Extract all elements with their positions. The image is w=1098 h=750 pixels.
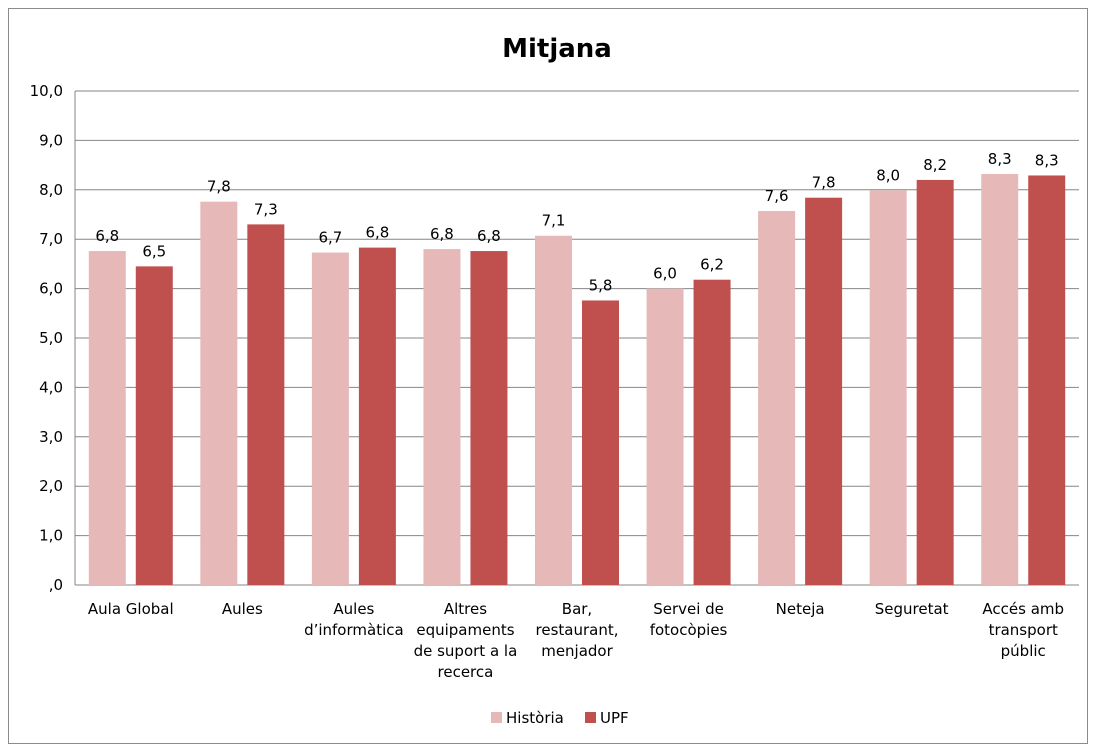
- y-tick-label: 3,0: [39, 428, 63, 446]
- category-label-line: d’informàtica: [304, 621, 404, 639]
- bar-upf: [805, 197, 843, 586]
- data-label: 7,6: [765, 187, 789, 205]
- category-label-line: recerca: [438, 663, 494, 681]
- category-label-line: fotocòpies: [650, 621, 728, 639]
- data-label: 6,7: [318, 229, 342, 247]
- bar-upf: [1028, 175, 1066, 585]
- bar-upf: [916, 179, 954, 586]
- y-tick-label: 5,0: [39, 329, 63, 347]
- legend-swatch: [585, 712, 596, 723]
- y-tick-label: 9,0: [39, 131, 63, 149]
- category-label: Aula Global: [88, 600, 174, 618]
- data-label: 6,0: [653, 265, 677, 283]
- data-label: 7,8: [207, 178, 231, 196]
- bar-upf: [135, 266, 173, 585]
- category-label-line: Bar,: [562, 600, 592, 618]
- data-label: 7,1: [542, 212, 566, 230]
- category-label: Altres equipaments de suport a la recerca: [414, 600, 518, 681]
- data-label: 6,5: [142, 242, 166, 260]
- chart-title: Mitjana: [502, 34, 612, 64]
- category-label-line: Accés amb: [982, 600, 1064, 618]
- bar-historia: [88, 251, 126, 585]
- data-label: 6,8: [365, 224, 389, 242]
- bar-historia: [981, 173, 1019, 585]
- bar-upf: [693, 279, 731, 585]
- category-label: Servei de fotocòpies: [650, 600, 728, 639]
- data-label: 7,3: [254, 200, 278, 218]
- category-label-line: Seguretat: [875, 600, 949, 618]
- data-label: 6,8: [477, 227, 501, 245]
- bar-upf: [470, 251, 508, 585]
- y-tick-label: 1,0: [39, 527, 63, 545]
- category-label-line: Aules: [222, 600, 263, 618]
- category-label: Seguretat: [875, 600, 949, 618]
- data-label: 8,3: [1035, 151, 1059, 169]
- y-tick-label: 8,0: [39, 181, 63, 199]
- y-tick-label: 10,0: [30, 82, 63, 100]
- category-label-line: restaurant,: [536, 621, 619, 639]
- data-label: 6,8: [95, 227, 119, 245]
- bar-historia: [200, 201, 238, 585]
- category-label: Aules: [222, 600, 263, 618]
- y-tick-label: ,0: [49, 576, 63, 594]
- category-label-line: Aula Global: [88, 600, 174, 618]
- bars: [88, 173, 1066, 586]
- y-tick-label: 7,0: [39, 230, 63, 248]
- bar-historia: [869, 190, 907, 585]
- bar-upf: [582, 300, 619, 585]
- bar-upf: [358, 247, 396, 585]
- category-label-line: Altres: [444, 600, 487, 618]
- category-label-line: Aules: [333, 600, 374, 618]
- data-label: 7,8: [812, 174, 836, 192]
- y-tick-label: 4,0: [39, 378, 63, 396]
- category-label-line: transport: [989, 621, 1058, 639]
- legend-swatch: [491, 712, 502, 723]
- chart-frame: Mitjana 10,0 9,0 8,0 7,0 6,0 5,0 4,0 3,0 2,0 1,0,…: [8, 8, 1088, 744]
- y-tick-label: 2,0: [39, 477, 63, 495]
- bar-historia: [535, 235, 572, 585]
- bar-historia: [646, 288, 684, 585]
- bar-chart: Mitjana 10,0 9,0 8,0 7,0 6,0 5,0 4,0 3,0 2,0 1,0,…: [30, 34, 1079, 727]
- bar-upf: [247, 224, 285, 585]
- category-label-line: públic: [1001, 642, 1046, 660]
- data-label: 8,2: [923, 156, 947, 174]
- y-tick-label: 6,0: [39, 280, 63, 298]
- legend: Història UPF: [491, 709, 629, 727]
- bar-historia: [423, 249, 461, 585]
- category-label-line: equipaments: [416, 621, 514, 639]
- legend-label: Història: [506, 709, 564, 727]
- category-label-line: menjador: [541, 642, 613, 660]
- gridlines: [74, 90, 1079, 586]
- y-axis-tick-labels: 10,0 9,0 8,0 7,0 6,0 5,0 4,0 3,0 2,0 1,0 ,0: [30, 82, 63, 594]
- category-label: Neteja: [776, 600, 825, 618]
- category-label-line: de suport a la: [414, 642, 518, 660]
- data-label: 5,8: [589, 276, 613, 294]
- data-label: 6,8: [430, 225, 454, 243]
- x-axis-category-labels: Aula Global Aules Aules d’informàtica Altres…: [88, 600, 1064, 681]
- bar-historia: [311, 252, 349, 585]
- category-label: Aules d’informàtica: [304, 600, 404, 639]
- category-label-line: Neteja: [776, 600, 825, 618]
- data-labels: 6,8 6,5 7,8 7,3 6,7 6,8 6,8 6,8 7,1 5,8 6,0 6,2 7,6 7…: [95, 150, 1058, 294]
- data-label: 6,2: [700, 256, 724, 274]
- bar-historia: [758, 211, 796, 586]
- category-label: Accés amb transport públic: [982, 600, 1064, 660]
- legend-label: UPF: [600, 709, 629, 727]
- category-label: Bar, restaurant, menjador: [536, 600, 619, 660]
- category-label-line: Servei de: [653, 600, 724, 618]
- data-label: 8,3: [988, 150, 1012, 168]
- data-label: 8,0: [876, 166, 900, 184]
